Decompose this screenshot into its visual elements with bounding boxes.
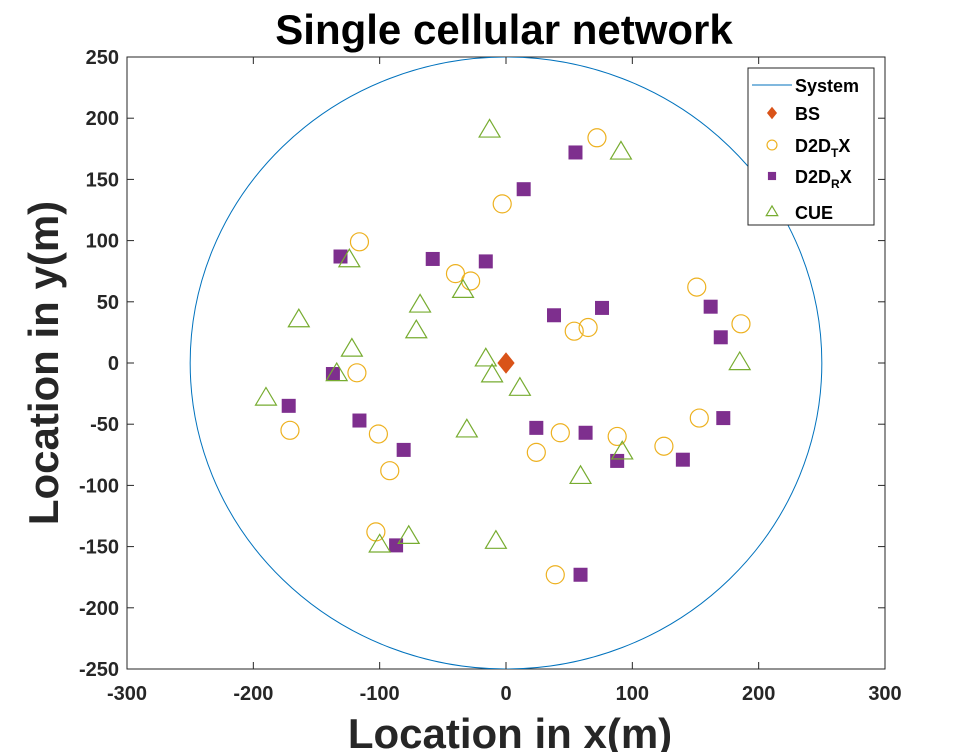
cue-point-14 (455, 418, 479, 438)
d2drx-point-16 (675, 452, 690, 467)
cue-point-11 (728, 350, 752, 371)
x-tick-label: 300 (868, 683, 901, 705)
x-tick-label: -200 (233, 683, 273, 705)
cue-point-7 (340, 337, 364, 357)
y-tick-label: 250 (86, 47, 119, 69)
cue-point-8 (474, 347, 498, 367)
d2drx-point-19 (573, 567, 588, 582)
cue-point-19 (484, 529, 508, 549)
d2dtx-point-15 (607, 426, 627, 447)
d2drx-point-11 (352, 413, 367, 428)
d2dtx-point-19 (545, 565, 565, 585)
cue-point-15 (610, 440, 634, 460)
legend: System BS D2DTX D2DRX CUE (747, 67, 875, 226)
d2drx-point-10 (281, 398, 296, 413)
d2dtx-point-8 (578, 317, 598, 338)
cue-point-12 (508, 376, 532, 396)
cue-point-5 (287, 307, 311, 328)
legend-cue-swatch (765, 204, 779, 217)
d2dtx-point-6 (731, 314, 751, 334)
cue-point-6 (404, 319, 428, 339)
d2drx-point-13 (529, 420, 544, 435)
cue-point-16 (569, 464, 593, 485)
system-boundary-circle (189, 57, 823, 669)
d2drx-point-18 (389, 538, 404, 553)
legend-system-label: System (795, 76, 859, 96)
d2dtx-point-18 (689, 408, 709, 428)
cue-point-2 (337, 248, 361, 268)
d2dtx-point-5 (687, 277, 707, 297)
d2drx-point-6 (547, 308, 562, 323)
d2dtx-point-2 (349, 232, 370, 252)
y-tick-label: 0 (108, 353, 119, 375)
d2dtx-point-9 (347, 363, 367, 383)
legend-cue-label: CUE (795, 203, 833, 223)
d2dtx-point-11 (368, 424, 389, 444)
d2drx-point-17 (716, 411, 731, 426)
chart-title: Single cellular network (275, 6, 733, 53)
y-tick-label: -200 (79, 598, 119, 620)
x-axis-label: Location in x(m) (348, 710, 672, 752)
y-tick-label: -50 (90, 414, 119, 436)
d2drx-point-0 (568, 145, 583, 160)
legend-d2drx-swatch (767, 171, 777, 181)
bs-point-0 (497, 352, 515, 374)
d2dtx-point-12 (380, 461, 400, 481)
y-axis: -250 -200 -150 -100 -50 0 50 100 150 200 250 (79, 47, 885, 681)
d2dtx-point-14 (550, 423, 570, 443)
legend-d2dtx-label: D2DTX (795, 136, 850, 160)
d2dtx-point-4 (461, 271, 481, 291)
legend-bs-label: BS (795, 104, 820, 124)
d2drx-point-8 (713, 330, 728, 345)
x-tick-label: -300 (107, 683, 147, 705)
y-axis-label: Location in y(m) (20, 201, 67, 525)
cue-point-3 (408, 293, 432, 313)
cue-point-9 (480, 363, 504, 383)
d2drx-point-3 (425, 251, 440, 266)
d2dtx-point-17 (654, 436, 674, 456)
cue-point-17 (397, 524, 421, 545)
y-tick-label: 150 (86, 169, 119, 191)
y-tick-label: 100 (86, 231, 119, 253)
cue-point-18 (368, 533, 392, 553)
cue-point-1 (609, 140, 633, 160)
x-tick-label: 0 (500, 683, 511, 705)
d2drx-point-12 (396, 442, 411, 457)
d2dtx-point-10 (280, 420, 300, 440)
d2drx-point-7 (703, 299, 718, 314)
d2drx-point-4 (478, 254, 493, 269)
cue-point-4 (451, 278, 475, 298)
d2dtx-point-7 (564, 321, 584, 341)
d2dtx-point-0 (587, 128, 607, 148)
y-tick-label: 200 (86, 108, 119, 130)
legend-box (747, 67, 875, 226)
d2dtx-point-16 (526, 442, 546, 462)
legend-d2drx-label: D2DRX (795, 167, 852, 191)
legend-bs-swatch (766, 106, 778, 120)
cue-point-10 (325, 361, 349, 382)
x-tick-label: 100 (616, 683, 649, 705)
d2drx-point-14 (578, 425, 593, 440)
x-axis: -300 -200 -100 0 100 200 300 (107, 57, 902, 705)
x-tick-label: -100 (360, 683, 400, 705)
y-tick-label: 50 (97, 292, 119, 314)
y-tick-label: -250 (79, 659, 119, 681)
d2drx-point-1 (516, 182, 531, 197)
legend-d2dtx-swatch (766, 139, 778, 151)
d2drx-point-5 (595, 300, 610, 315)
d2drx-point-15 (610, 453, 625, 468)
y-tick-label: -100 (79, 475, 119, 497)
cue-point-0 (478, 118, 502, 138)
y-tick-label: -150 (79, 537, 119, 559)
x-tick-label: 200 (742, 683, 775, 705)
cue-point-13 (254, 386, 278, 406)
d2dtx-point-1 (492, 194, 512, 214)
